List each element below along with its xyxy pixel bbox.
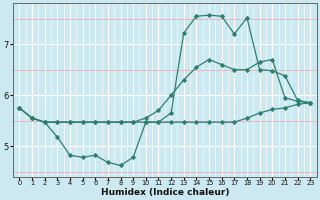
X-axis label: Humidex (Indice chaleur): Humidex (Indice chaleur) (100, 188, 229, 197)
